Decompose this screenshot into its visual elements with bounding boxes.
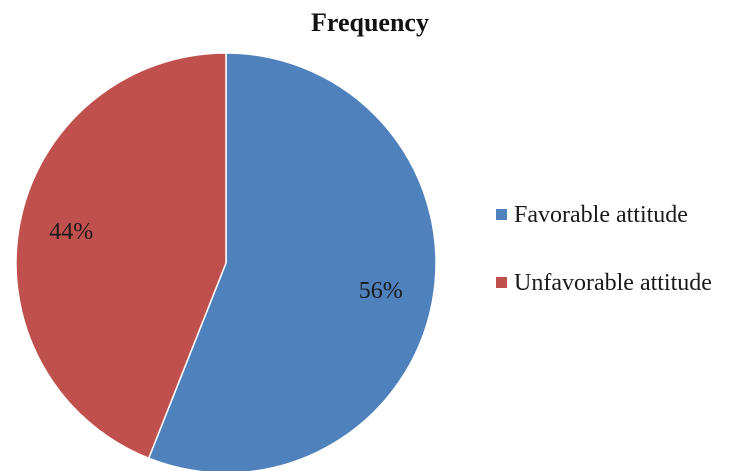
legend-label-favorable: Favorable attitude (514, 202, 688, 228)
pie-slice-labels: 56% 44% (49, 219, 402, 304)
legend-item-favorable: Favorable attitude (496, 200, 736, 230)
legend-label-unfavorable: Unfavorable attitude (514, 270, 712, 296)
pie-slice-favorable (147, 52, 437, 471)
pie-slices (15, 52, 437, 471)
legend-swatch-favorable (496, 209, 507, 220)
legend: Favorable attitude Unfavorable attitude (496, 200, 736, 336)
data-label-favorable: 56% (359, 278, 403, 304)
legend-swatch-unfavorable (496, 277, 507, 288)
legend-item-unfavorable: Unfavorable attitude (496, 268, 736, 298)
chart-title: Frequency (311, 8, 429, 37)
pie-slice-unfavorable (15, 52, 227, 460)
data-label-unfavorable: 44% (49, 219, 93, 245)
